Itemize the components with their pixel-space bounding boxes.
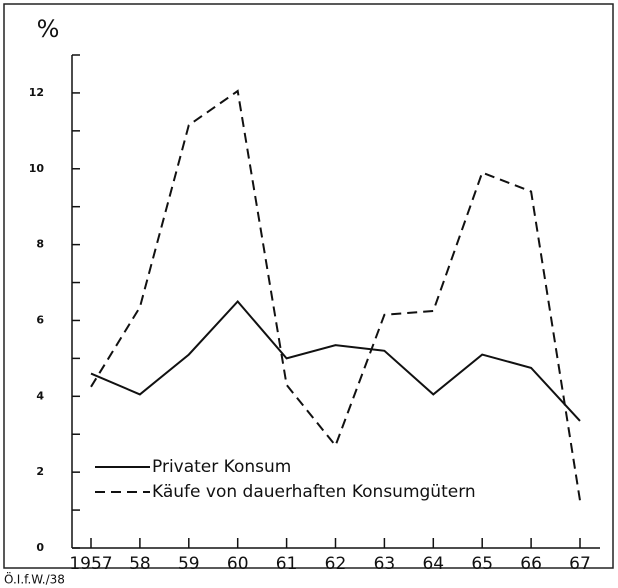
x-tick-label: 58 xyxy=(129,554,151,574)
y-tick-label: 10 xyxy=(29,162,45,175)
x-tick-label: 67 xyxy=(569,554,591,574)
data-line xyxy=(90,89,581,501)
data-line xyxy=(90,299,581,422)
y-tick-label: 6 xyxy=(36,313,44,326)
y-tick-label: 12 xyxy=(29,86,44,99)
y-axis-label: % xyxy=(37,15,60,43)
x-tick-label: 65 xyxy=(471,554,493,574)
x-tick-label: 63 xyxy=(374,554,396,574)
x-tick-label: 61 xyxy=(276,554,298,574)
y-tick-label: 8 xyxy=(36,238,44,251)
y-tick-label: 0 xyxy=(36,541,44,554)
x-tick-label: 60 xyxy=(227,554,249,574)
x-tick-label: 1957 xyxy=(69,554,112,574)
x-tick-label: 64 xyxy=(422,554,444,574)
footer: Ö.I.f.W./38 xyxy=(4,571,65,587)
y-tick-label: 4 xyxy=(36,389,44,402)
legend-label: Privater Konsum xyxy=(152,457,291,477)
frame xyxy=(3,3,614,569)
x-tick-label: 66 xyxy=(520,554,542,574)
y-tick-label: 2 xyxy=(36,465,44,478)
legend-label: Käufe von dauerhaften Konsumgütern xyxy=(152,482,476,502)
x-tick-label: 59 xyxy=(178,554,200,574)
x-tick-label: 62 xyxy=(325,554,347,574)
